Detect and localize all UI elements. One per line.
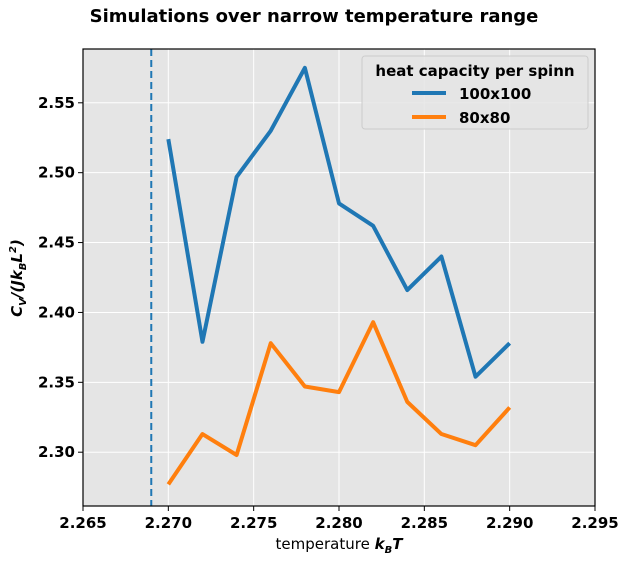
legend-label-80x80: 80x80 [459, 109, 510, 127]
x-axis-label: temperature kBT [276, 535, 405, 556]
x-tick-label: 2.270 [145, 514, 192, 532]
y-tick-label: 2.45 [38, 234, 75, 252]
x-tick-label: 2.290 [486, 514, 533, 532]
legend-box [361, 55, 589, 130]
y-tick-label: 2.50 [38, 164, 75, 182]
x-tick-label: 2.280 [315, 514, 362, 532]
y-tick-label: 2.30 [38, 443, 75, 461]
y-tick-label: 2.35 [38, 373, 75, 391]
x-axis-ticks: 2.265 2.270 2.275 2.280 2.285 2.290 2.295 [59, 506, 619, 532]
gridlines [82, 49, 596, 506]
y-axis-ticks: 2.30 2.35 2.40 2.45 2.50 2.55 [38, 94, 83, 461]
series-layer [166, 65, 512, 486]
y-tick-label: 2.55 [38, 94, 75, 112]
legend-title: heat capacity per spinn [375, 62, 574, 80]
x-tick-label: 2.285 [401, 514, 448, 532]
x-tick-label: 2.275 [230, 514, 277, 532]
chart-title: Simulations over narrow temperature rang… [90, 6, 539, 27]
x-tick-label: 2.265 [59, 514, 106, 532]
series-line-80x80 [166, 320, 512, 486]
legend-label-100x100: 100x100 [459, 85, 531, 103]
x-tick-label: 2.295 [571, 514, 618, 532]
y-tick-label: 2.40 [38, 303, 75, 321]
y-axis-label: CV/(JkBL2) [8, 239, 29, 317]
series-line-100x100 [166, 65, 512, 379]
legend: heat capacity per spinn 100x100 80x80 [361, 55, 589, 130]
